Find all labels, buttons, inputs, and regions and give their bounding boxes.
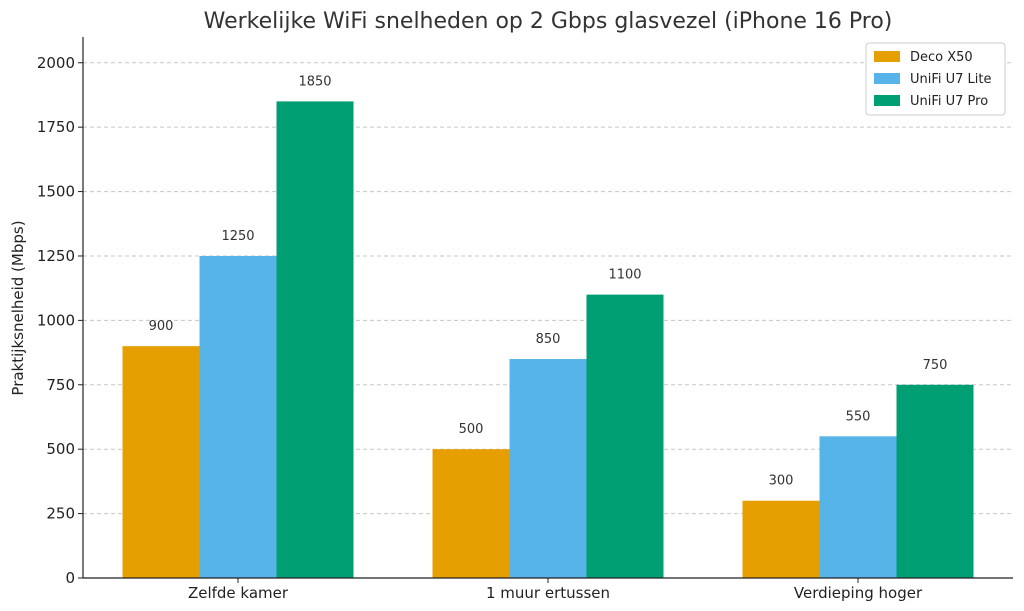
x-tick-label: 1 muur ertussen xyxy=(486,584,610,602)
y-tick-label: 1750 xyxy=(37,118,75,136)
bar-value-label: 1850 xyxy=(298,74,331,89)
legend-box xyxy=(865,42,1006,116)
y-ticks-group: 0 250 500 750 1000 1250 1500 1750 2000 xyxy=(37,54,83,587)
bar xyxy=(122,346,200,578)
bar xyxy=(586,294,664,578)
legend-entry: UniFi U7 Lite xyxy=(910,72,992,87)
y-tick-label: 250 xyxy=(46,505,75,523)
legend: Deco X50 UniFi U7 Lite UniFi U7 Pro xyxy=(865,42,1006,116)
y-tick-label: 750 xyxy=(46,376,75,394)
chart-title: Werkelijke WiFi snelheden op 2 Gbps glas… xyxy=(204,9,893,34)
bar-value-label: 500 xyxy=(459,422,484,437)
legend-swatch xyxy=(874,73,900,84)
value-labels-group: 900 1250 1850 500 850 1100 300 550 750 xyxy=(149,74,948,488)
bar-value-label: 850 xyxy=(536,332,561,347)
y-tick-label: 1500 xyxy=(37,183,75,201)
y-tick-label: 0 xyxy=(65,569,75,587)
bar xyxy=(276,101,354,579)
bar xyxy=(199,255,277,578)
legend-swatch xyxy=(874,95,900,106)
legend-entry: Deco X50 xyxy=(910,50,973,65)
bars-group xyxy=(122,101,974,579)
legend-entry: UniFi U7 Pro xyxy=(910,94,988,109)
x-tick-label: Zelfde kamer xyxy=(188,584,289,602)
bar-value-label: 550 xyxy=(846,409,871,424)
bar xyxy=(819,436,897,578)
bar-value-label: 750 xyxy=(923,358,948,373)
y-tick-label: 1250 xyxy=(37,247,75,265)
legend-swatch xyxy=(874,51,900,62)
y-tick-label: 500 xyxy=(46,440,75,458)
bar xyxy=(742,500,820,578)
bar xyxy=(896,384,974,578)
y-tick-label: 2000 xyxy=(37,54,75,72)
bar-value-label: 1100 xyxy=(608,268,641,283)
bar-value-label: 1250 xyxy=(221,229,254,244)
x-ticks-group: Zelfde kamer 1 muur ertussen Verdieping ho… xyxy=(188,578,923,602)
y-tick-label: 1000 xyxy=(37,311,75,329)
bar-value-label: 300 xyxy=(769,474,794,489)
y-axis-label: Praktijksnelheid (Mbps) xyxy=(9,220,27,395)
bar-value-label: 900 xyxy=(149,319,174,334)
bar xyxy=(432,449,510,578)
x-tick-label: Verdieping hoger xyxy=(794,584,923,602)
bar xyxy=(509,359,587,578)
